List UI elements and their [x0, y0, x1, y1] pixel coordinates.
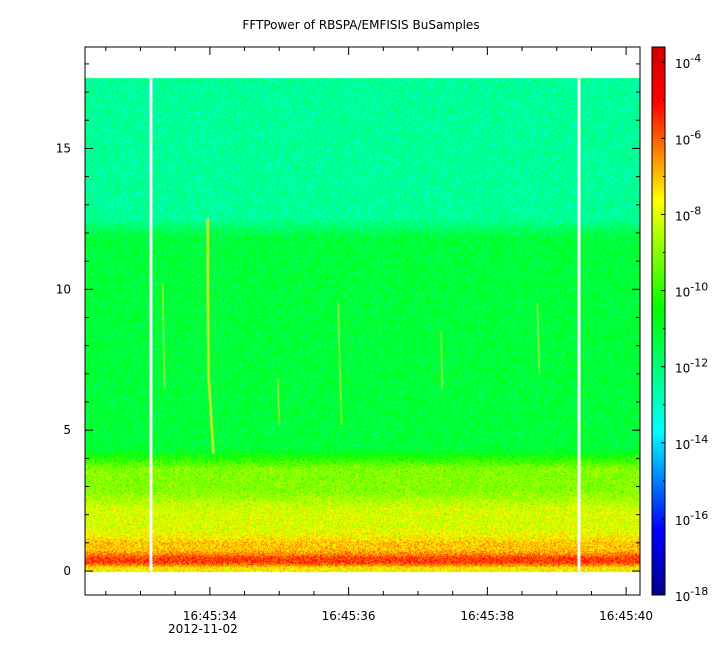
y-tick-label: 10: [56, 282, 71, 296]
x-date-label: 2012-11-02: [168, 622, 238, 636]
x-tick-label: 16:45:40: [599, 609, 653, 623]
colorbar-tick-label: 10-18: [675, 585, 708, 604]
colorbar-gradient: [652, 47, 665, 595]
colorbar-tick-label: 10-16: [675, 509, 708, 528]
x-tick-label: 16:45:34: [183, 609, 237, 623]
spectrogram-image: [85, 47, 640, 595]
colorbar-tick-label: 10-4: [675, 52, 701, 71]
colorbar-tick-label: 10-14: [675, 433, 708, 452]
y-tick-label: 5: [63, 423, 71, 437]
data-gap-2: [577, 77, 581, 572]
colorbar-tick-label: 10-12: [675, 357, 708, 376]
colorbar-tick-label: 10-8: [675, 204, 701, 223]
colorbar-ticks: 10-4 10-6 10-8 10-10 10-12 10-14 10-16 10-18: [661, 52, 708, 604]
x-axis: 16:45:34 16:45:36 16:45:38 16:45:40: [105, 47, 653, 623]
y-tick-label: 0: [63, 564, 71, 578]
y-tick-label: 15: [56, 141, 71, 155]
colorbar-tick-label: 10-6: [675, 128, 701, 147]
data-gaps: [149, 77, 581, 572]
data-gap-1: [149, 77, 153, 572]
y-axis: 0 5 10 15: [56, 63, 640, 578]
x-tick-label: 16:45:38: [460, 609, 514, 623]
x-tick-label: 16:45:36: [322, 609, 376, 623]
colorbar-frame: [651, 46, 666, 596]
chart-title: FFTPower of RBSPA/EMFISIS BuSamples: [242, 18, 479, 32]
plot-frame: [84, 46, 641, 596]
colorbar: 10-4 10-6 10-8 10-10 10-12 10-14 10-16 10-18: [651, 46, 708, 604]
plot-area: [84, 46, 641, 596]
colorbar-tick-label: 10-10: [675, 281, 708, 300]
